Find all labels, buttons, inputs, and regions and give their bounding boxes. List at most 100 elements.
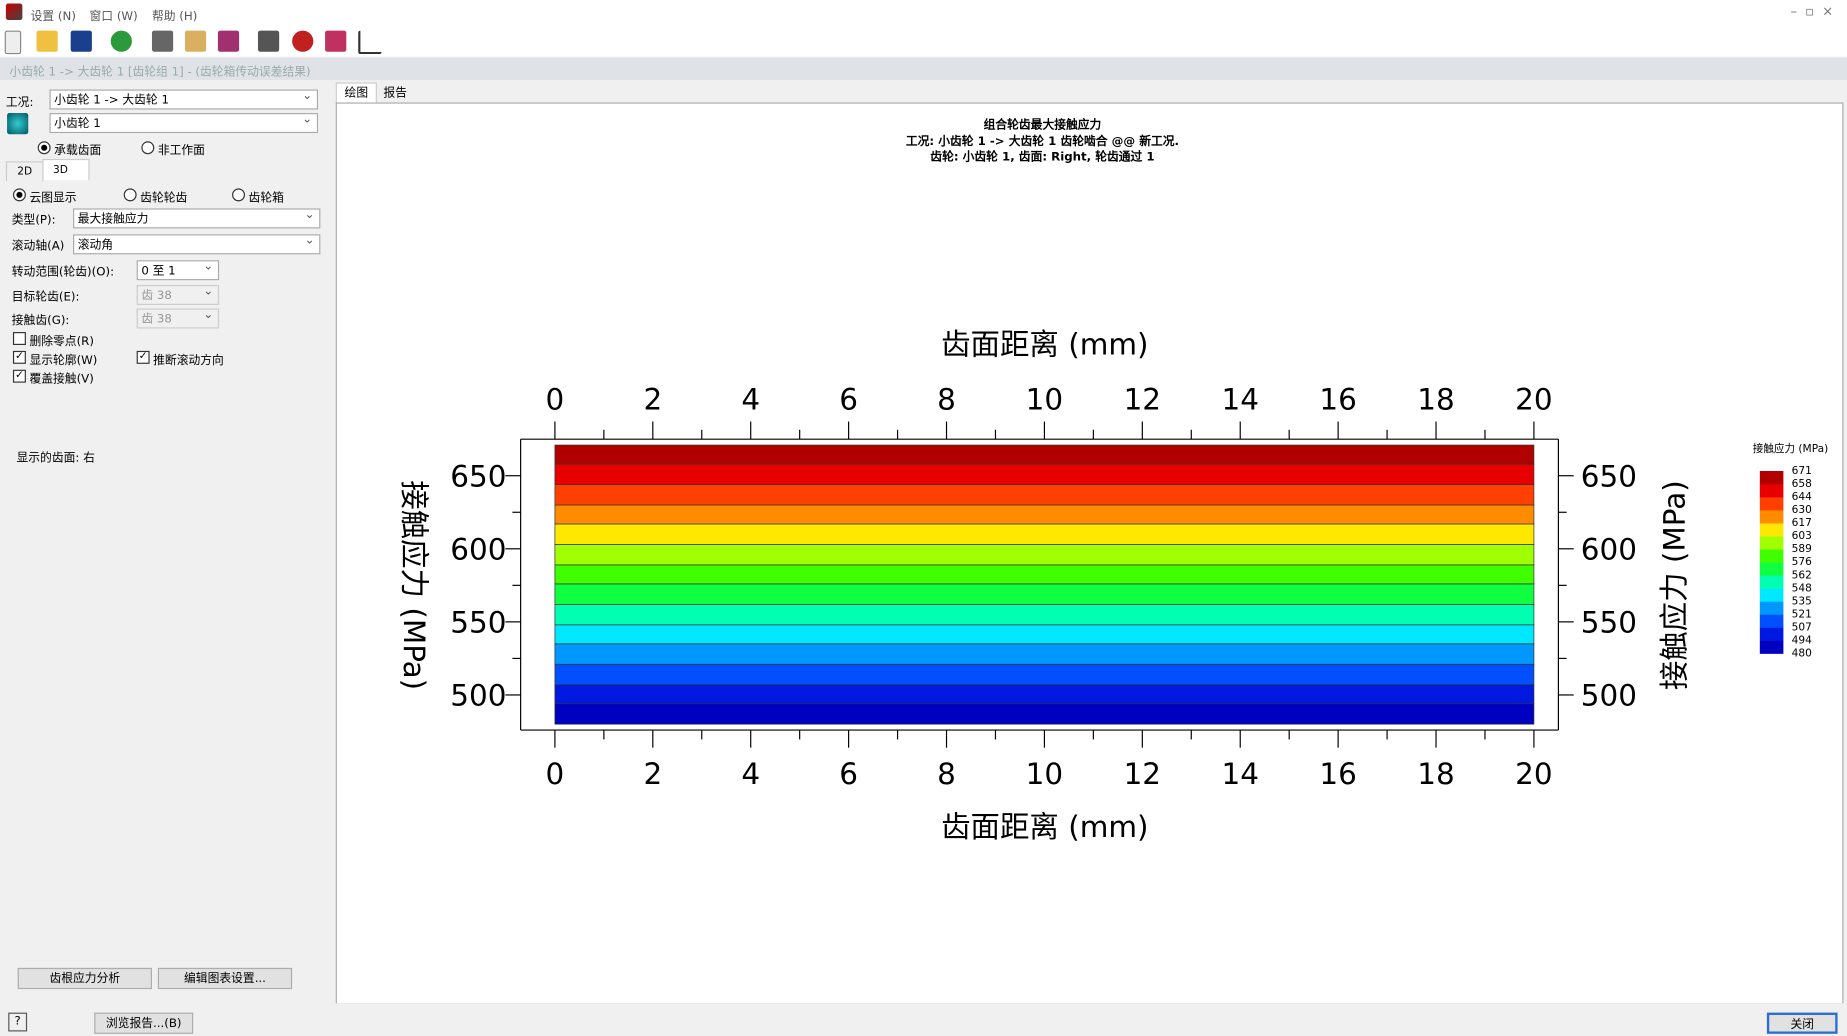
x-tick-label: 12 xyxy=(1124,383,1161,417)
select[interactable]: 最大接触应力 xyxy=(73,205,321,229)
y-tick-label: 650 xyxy=(450,459,506,493)
x-tick-label: 20 xyxy=(1515,757,1552,791)
y-tick-label: 550 xyxy=(1581,605,1637,639)
checkbox[interactable]: ✓ xyxy=(12,369,26,383)
colorbar-label: 494 xyxy=(1792,634,1812,646)
colorbar-segment xyxy=(1759,601,1784,615)
x-tick-label: 2 xyxy=(643,383,662,417)
button[interactable]: 编辑图表设置... xyxy=(157,967,293,990)
gear-select[interactable]: 小齿轮 1 xyxy=(49,110,319,134)
select[interactable]: 齿 38 xyxy=(136,281,220,305)
checkbox[interactable] xyxy=(12,332,26,345)
colorbar-segment xyxy=(1759,536,1784,550)
colorbar-segment xyxy=(1759,523,1784,537)
tool-icon[interactable] xyxy=(217,30,240,52)
field-label: 滚动轴(A) xyxy=(11,240,65,254)
shown-flank: 显示的齿面: 右 xyxy=(16,452,95,466)
colorbar-segment xyxy=(1759,562,1784,576)
colorbar-segment xyxy=(1759,549,1784,563)
contour-band xyxy=(554,463,1535,485)
radio-button[interactable] xyxy=(141,141,155,155)
chart-icon[interactable] xyxy=(358,30,382,55)
colorbar-label: 671 xyxy=(1792,465,1812,477)
x-axis-title: 齿面距离 (mm) xyxy=(941,327,1148,361)
tool-icon[interactable] xyxy=(325,30,347,52)
colorbar-label: 562 xyxy=(1792,569,1812,581)
contour-band xyxy=(554,484,1535,506)
select[interactable]: 滚动角 xyxy=(73,231,321,255)
tool-icon[interactable] xyxy=(292,30,314,52)
chart-title: 组合轮齿最大接触应力 xyxy=(984,117,1102,131)
colorbar-segment xyxy=(1759,575,1784,589)
y-axis-title: 接触应力 (MPa) xyxy=(397,480,431,690)
contour-band xyxy=(554,643,1535,665)
menu-item[interactable]: 窗口 (W) xyxy=(89,10,138,24)
radio-button[interactable] xyxy=(12,188,26,202)
colorbar-label: 576 xyxy=(1792,556,1812,568)
app-icon xyxy=(5,3,23,21)
radio-label: 承载齿面 xyxy=(54,144,102,158)
y-tick-label: 600 xyxy=(1581,532,1637,566)
checkbox[interactable]: ✓ xyxy=(12,350,26,364)
tool-icon[interactable] xyxy=(257,30,280,52)
button[interactable]: 齿根应力分析 xyxy=(17,967,152,990)
field-label: 接触齿(G): xyxy=(11,314,70,328)
view-tab[interactable]: 绘图 xyxy=(335,82,377,104)
radio-button[interactable] xyxy=(123,188,137,202)
checkbox-label: 覆盖接触(V) xyxy=(29,373,94,387)
x-tick-label: 12 xyxy=(1124,757,1161,791)
toolbar xyxy=(0,25,1847,57)
refresh-icon[interactable] xyxy=(110,30,132,52)
radio-label: 齿轮箱 xyxy=(248,191,284,205)
field-label: 转动范围(轮齿)(O): xyxy=(11,266,115,280)
y-tick-label: 500 xyxy=(1581,679,1637,713)
checkbox-label: 显示轮廓(W) xyxy=(29,354,98,368)
radio-label: 云图显示 xyxy=(29,191,77,205)
x-tick-label: 10 xyxy=(1026,383,1063,417)
colorbar-label: 589 xyxy=(1792,543,1812,555)
window-controls[interactable]: – ▫ × xyxy=(1790,3,1834,19)
contour-band xyxy=(554,504,1535,525)
help-icon[interactable]: ? xyxy=(8,1012,28,1032)
colorbar-segment xyxy=(1759,470,1784,485)
x-tick-label: 2 xyxy=(643,757,662,791)
colorbar-label: 603 xyxy=(1792,530,1812,542)
field-label: 类型(P): xyxy=(11,214,56,228)
select[interactable]: 0 至 1 xyxy=(136,257,220,281)
checkbox-label: 删除零点(R) xyxy=(29,335,94,349)
select[interactable]: 齿 38 xyxy=(136,305,220,329)
contour-band xyxy=(554,603,1535,626)
colorbar-label: 521 xyxy=(1792,608,1812,620)
colorbar-label: 658 xyxy=(1792,478,1812,490)
save-icon[interactable] xyxy=(70,30,92,52)
menu-bar: 设置 (N) 窗口 (W) 帮助 (H) – ▫ × xyxy=(0,0,1847,26)
colorbar-segment xyxy=(1759,497,1784,511)
button[interactable]: 浏览报告...(B) xyxy=(94,1012,194,1034)
menu-item[interactable]: 帮助 (H) xyxy=(151,10,198,24)
open-icon[interactable] xyxy=(36,30,58,52)
tool-icon[interactable] xyxy=(151,30,174,52)
tab[interactable]: 3D xyxy=(42,158,90,181)
x-tick-label: 16 xyxy=(1319,383,1356,417)
contour-band xyxy=(554,624,1535,645)
new-icon[interactable] xyxy=(4,30,22,55)
x-tick-label: 18 xyxy=(1417,383,1454,417)
radio-label: 非工作面 xyxy=(157,144,205,158)
tool-icon[interactable] xyxy=(184,30,207,52)
view-tab[interactable]: 报告 xyxy=(383,87,407,101)
menu-item[interactable]: 设置 (N) xyxy=(30,10,76,24)
condition-select[interactable]: 小齿轮 1 -> 大齿轮 1 xyxy=(49,86,319,110)
colorbar-label: 480 xyxy=(1792,647,1812,659)
x-tick-label: 14 xyxy=(1221,383,1258,417)
checkbox[interactable]: ✓ xyxy=(136,350,150,364)
contour-band xyxy=(554,544,1535,566)
colorbar-segment xyxy=(1759,640,1784,654)
x-tick-label: 0 xyxy=(546,757,565,791)
y-tick-label: 550 xyxy=(450,605,506,639)
gear-icon xyxy=(7,113,29,135)
colorbar-label: 548 xyxy=(1792,582,1812,594)
radio-button[interactable] xyxy=(37,141,51,155)
button[interactable]: 关闭 xyxy=(1766,1012,1838,1034)
radio-button[interactable] xyxy=(232,188,246,202)
